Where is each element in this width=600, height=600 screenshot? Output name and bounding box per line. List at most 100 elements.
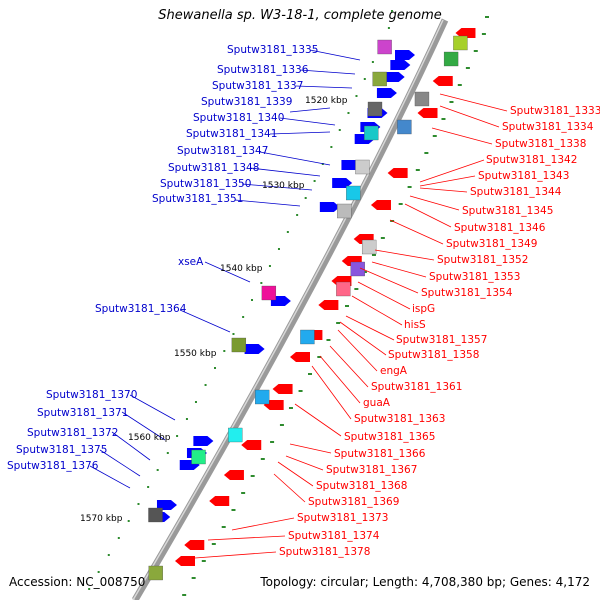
- gene-block: [443, 51, 459, 67]
- gene-label[interactable]: Sputw3181_1345: [462, 205, 553, 217]
- gene-block: [231, 337, 247, 353]
- label-connector: [419, 187, 468, 193]
- map-title: Shewanella sp. W3-18-1, complete genome: [158, 8, 442, 23]
- gene-label[interactable]: Sputw3181_1334: [502, 121, 594, 133]
- gene-label[interactable]: Sputw3181_1363: [354, 413, 445, 425]
- gene-label[interactable]: Sputw3181_1374: [288, 530, 380, 542]
- gene-arrow-forward: [319, 202, 340, 212]
- gene-label[interactable]: hisS: [404, 319, 426, 331]
- label-connector: [111, 431, 151, 461]
- gene-label[interactable]: Sputw3181_1336: [217, 64, 309, 76]
- gene-label[interactable]: Sputw3181_1366: [334, 448, 426, 460]
- tick-mark: [347, 112, 350, 114]
- gene-label[interactable]: ispG: [412, 303, 435, 315]
- tick-mark: [338, 129, 341, 131]
- gene-label[interactable]: Sputw3181_1375: [16, 444, 107, 456]
- gene-label[interactable]: Sputw3181_1333: [510, 105, 600, 117]
- gene-label[interactable]: Sputw3181_1361: [371, 381, 462, 393]
- gene-label[interactable]: Sputw3181_1337: [212, 80, 303, 92]
- gene-label[interactable]: xseA: [178, 256, 204, 268]
- tick-mark: [296, 214, 299, 216]
- tick-mark: [457, 84, 462, 86]
- tick-mark: [485, 16, 489, 18]
- gene-arrow-reverse: [241, 440, 262, 450]
- gene-label[interactable]: Sputw3181_1351: [152, 193, 243, 205]
- gene-label[interactable]: Sputw3181_1350: [160, 178, 251, 190]
- gene-label[interactable]: Sputw3181_1354: [421, 287, 513, 299]
- label-connector: [207, 535, 286, 541]
- scale-label: 1560 kbp: [128, 433, 171, 443]
- gene-label[interactable]: Sputw3181_1346: [454, 222, 546, 234]
- gene-label[interactable]: Sputw3181_1335: [227, 44, 318, 56]
- gene-arrow-reverse: [184, 540, 205, 550]
- gene-label[interactable]: Sputw3181_1371: [37, 407, 128, 419]
- gene-label[interactable]: Sputw3181_1376: [7, 460, 99, 472]
- gene-label[interactable]: Sputw3181_1344: [470, 186, 562, 198]
- tick-mark: [288, 407, 293, 409]
- gene-label[interactable]: Sputw3181_1369: [308, 496, 399, 508]
- tick-mark: [391, 10, 393, 12]
- gene-label[interactable]: Sputw3181_1367: [326, 464, 417, 476]
- gene-label[interactable]: Sputw3181_1368: [316, 480, 407, 492]
- label-connector: [439, 105, 500, 128]
- tick-mark: [308, 373, 313, 375]
- tick-mark: [204, 384, 207, 386]
- gene-block: [377, 39, 392, 55]
- gene-label[interactable]: Sputw3181_1353: [429, 271, 520, 283]
- gene-label[interactable]: guaA: [363, 397, 391, 409]
- label-connector: [419, 159, 485, 183]
- gene-label[interactable]: engA: [380, 365, 408, 377]
- gene-arrow-reverse: [455, 28, 476, 38]
- gene-label[interactable]: Sputw3181_1348: [168, 162, 259, 174]
- label-connector: [339, 321, 387, 356]
- tick-mark: [97, 571, 100, 573]
- tick-mark: [387, 27, 390, 29]
- tick-mark: [371, 61, 374, 63]
- gene-label[interactable]: Sputw3181_1357: [396, 334, 487, 346]
- gene-label[interactable]: Sputw3181_1347: [177, 145, 268, 157]
- gene-arrow-forward: [376, 88, 397, 98]
- label-connector: [359, 267, 419, 294]
- tick-mark: [250, 475, 255, 477]
- gene-arrow-forward: [395, 50, 416, 60]
- gene-label[interactable]: Sputw3181_1378: [279, 546, 370, 558]
- label-connector: [404, 203, 452, 228]
- gene-label[interactable]: Sputw3181_1349: [446, 238, 537, 250]
- gene-label[interactable]: Sputw3181_1340: [193, 112, 284, 124]
- tick-mark: [260, 282, 263, 284]
- label-connector: [285, 455, 324, 471]
- gene-arrow-forward: [244, 344, 265, 354]
- gene-label[interactable]: Sputw3181_1339: [201, 96, 292, 108]
- gene-arrow-reverse: [289, 352, 310, 362]
- tick-mark: [432, 135, 437, 137]
- gene-label[interactable]: Sputw3181_1341: [186, 128, 277, 140]
- gene-block: [148, 565, 163, 581]
- gene-arrow-reverse: [272, 384, 293, 394]
- tick-mark: [298, 390, 303, 392]
- gene-label[interactable]: Sputw3181_1370: [46, 389, 137, 401]
- gene-label[interactable]: Sputw3181_1365: [344, 431, 435, 443]
- gene-block: [261, 285, 277, 301]
- scale-label: 1530 kbp: [262, 181, 305, 191]
- topology-label: Topology: circular; Length: 4,708,380 bp…: [260, 575, 590, 589]
- gene-label[interactable]: Sputw3181_1338: [495, 138, 586, 150]
- tick-mark: [317, 356, 322, 358]
- tick-mark: [481, 33, 486, 35]
- gene-label[interactable]: Sputw3181_1364: [95, 303, 187, 315]
- gene-label[interactable]: Sputw3181_1352: [437, 254, 528, 266]
- tick-mark: [465, 67, 470, 69]
- gene-block: [397, 119, 412, 135]
- gene-label[interactable]: Sputw3181_1358: [388, 349, 479, 361]
- gene-block: [255, 389, 270, 405]
- tick-mark: [270, 441, 275, 443]
- gene-label[interactable]: Sputw3181_1373: [297, 512, 388, 524]
- gene-arrow-forward: [390, 60, 411, 70]
- gene-block: [372, 71, 387, 87]
- tick-mark: [380, 237, 385, 239]
- gene-label[interactable]: Sputw3181_1372: [27, 427, 118, 439]
- scale-label: 1540 kbp: [220, 264, 263, 274]
- gene-label[interactable]: Sputw3181_1343: [478, 170, 569, 182]
- gene-label[interactable]: Sputw3181_1342: [486, 154, 577, 166]
- gene-block: [350, 261, 365, 277]
